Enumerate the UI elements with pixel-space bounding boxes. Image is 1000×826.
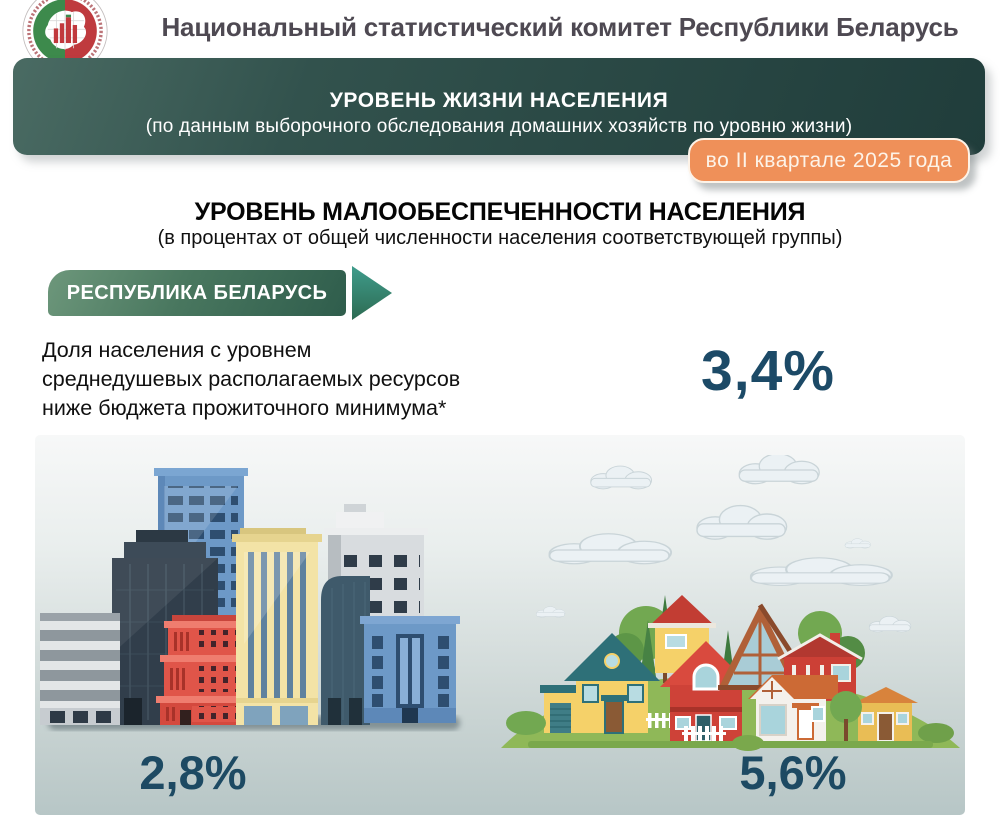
indicator-line-3: ниже бюджета прожиточного минимума* [42, 396, 447, 420]
urban-value: 2,8% [139, 746, 247, 799]
belstat-logo-icon [22, 0, 108, 74]
arrow-right-icon [352, 266, 392, 320]
indicator-line-2: среднедушевых располагаемых ресурсов [42, 367, 461, 391]
banner-subtitle: (по данным выборочного обследования дома… [145, 116, 853, 137]
village-houses-illustration [501, 455, 960, 751]
indicator-description: Доля населения с уровнем среднедушевых р… [42, 336, 642, 423]
region-pill: РЕСПУБЛИКА БЕЛАРУСЬ [48, 270, 346, 316]
banner: УРОВЕНЬ ЖИЗНИ НАСЕЛЕНИЯ (по данным выбор… [13, 58, 985, 155]
total-value: 3,4% [701, 339, 835, 403]
section-subtitle: (в процентах от общей численности населе… [157, 227, 843, 249]
period-badge: во II квартале 2025 года [688, 138, 970, 183]
indicator-line-1: Доля населения с уровнем [42, 338, 312, 362]
illustration-panel: 2,8% 5,6% [35, 435, 965, 815]
banner-title: УРОВЕНЬ ЖИЗНИ НАСЕЛЕНИЯ [329, 89, 669, 112]
city-buildings-illustration [40, 468, 460, 730]
org-title: Национальный статистический комитет Респ… [161, 12, 959, 42]
section-title: УРОВЕНЬ МАЛООБЕСПЕЧЕННОСТИ НАСЕЛЕНИЯ [194, 198, 806, 226]
region-label: РЕСПУБЛИКА БЕЛАРУСЬ [66, 281, 328, 304]
rural-value: 5,6% [739, 746, 847, 799]
